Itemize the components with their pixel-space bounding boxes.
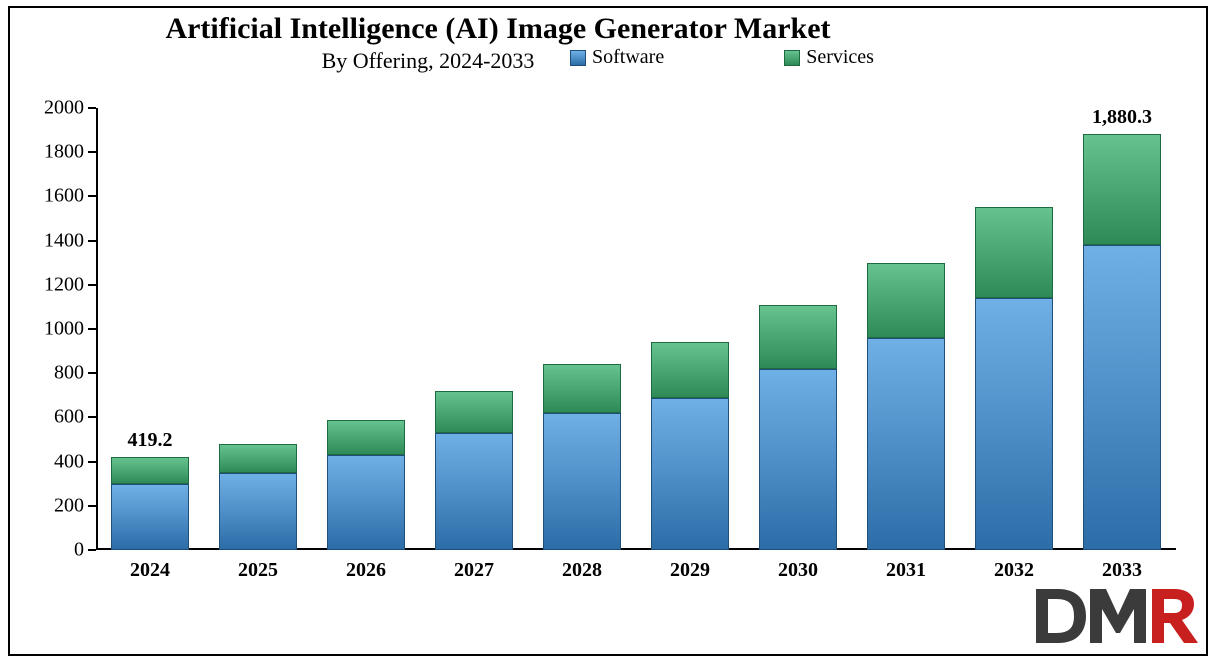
bar-segment-services (975, 207, 1053, 298)
plot-area: 0200400600800100012001400160018002000202… (96, 108, 1176, 550)
y-tick (88, 505, 96, 507)
bar-segment-software (219, 473, 297, 550)
bar-segment-software (759, 369, 837, 550)
y-tick (88, 328, 96, 330)
y-tick-label: 800 (28, 362, 84, 385)
bar-segment-services (327, 420, 405, 455)
bar-segment-services (1083, 134, 1161, 245)
x-tick-label: 2026 (346, 559, 386, 582)
legend-swatch-software (570, 50, 586, 66)
bar-segment-services (219, 444, 297, 473)
bar-segment-software (867, 338, 945, 550)
bar-segment-services (759, 305, 837, 369)
y-tick-label: 1800 (28, 141, 84, 164)
y-tick (88, 461, 96, 463)
bar-segment-software (1083, 245, 1161, 550)
legend: Software Services (570, 46, 874, 69)
x-tick-label: 2032 (994, 559, 1034, 582)
y-tick-label: 1400 (28, 229, 84, 252)
bar-2028 (543, 364, 621, 550)
bar-segment-software (975, 298, 1053, 550)
y-tick-label: 1000 (28, 318, 84, 341)
chart-frame: Artificial Intelligence (AI) Image Gener… (8, 6, 1208, 656)
y-tick (88, 549, 96, 551)
bar-segment-services (111, 457, 189, 483)
bar-segment-software (651, 398, 729, 550)
x-tick-label: 2027 (454, 559, 494, 582)
legend-item-services: Services (784, 46, 874, 69)
y-tick (88, 416, 96, 418)
legend-label: Software (592, 46, 664, 69)
bar-2033 (1083, 134, 1161, 550)
y-tick (88, 372, 96, 374)
y-tick-label: 1200 (28, 273, 84, 296)
legend-swatch-services (784, 50, 800, 66)
y-tick (88, 240, 96, 242)
y-tick-label: 600 (28, 406, 84, 429)
data-label: 419.2 (128, 429, 173, 452)
brand-logo (1028, 583, 1198, 654)
bar-2030 (759, 305, 837, 550)
bar-2032 (975, 207, 1053, 550)
legend-label: Services (806, 46, 874, 69)
bar-2027 (435, 391, 513, 550)
bar-segment-software (327, 455, 405, 550)
bar-2025 (219, 444, 297, 550)
y-tick-label: 200 (28, 494, 84, 517)
y-tick (88, 151, 96, 153)
y-tick-label: 2000 (28, 97, 84, 120)
bar-2031 (867, 263, 945, 550)
bar-2029 (651, 342, 729, 550)
y-axis (96, 108, 98, 550)
data-label: 1,880.3 (1092, 106, 1152, 129)
x-tick-label: 2029 (670, 559, 710, 582)
bar-segment-services (651, 342, 729, 397)
x-tick-label: 2025 (238, 559, 278, 582)
bar-2026 (327, 420, 405, 550)
bar-segment-services (867, 263, 945, 338)
bar-segment-software (543, 413, 621, 550)
bar-segment-software (111, 484, 189, 550)
y-tick-label: 0 (28, 539, 84, 562)
x-tick-label: 2033 (1102, 559, 1142, 582)
x-tick-label: 2024 (130, 559, 170, 582)
y-tick-label: 1600 (28, 185, 84, 208)
x-tick-label: 2031 (886, 559, 926, 582)
x-tick-label: 2028 (562, 559, 602, 582)
chart-title: Artificial Intelligence (AI) Image Gener… (10, 12, 1206, 46)
legend-item-software: Software (570, 46, 664, 69)
bar-segment-services (543, 364, 621, 413)
bar-segment-software (435, 433, 513, 550)
x-tick-label: 2030 (778, 559, 818, 582)
y-tick-label: 400 (28, 450, 84, 473)
y-tick (88, 284, 96, 286)
y-tick (88, 195, 96, 197)
bar-segment-services (435, 391, 513, 433)
bar-2024 (111, 457, 189, 550)
y-tick (88, 107, 96, 109)
